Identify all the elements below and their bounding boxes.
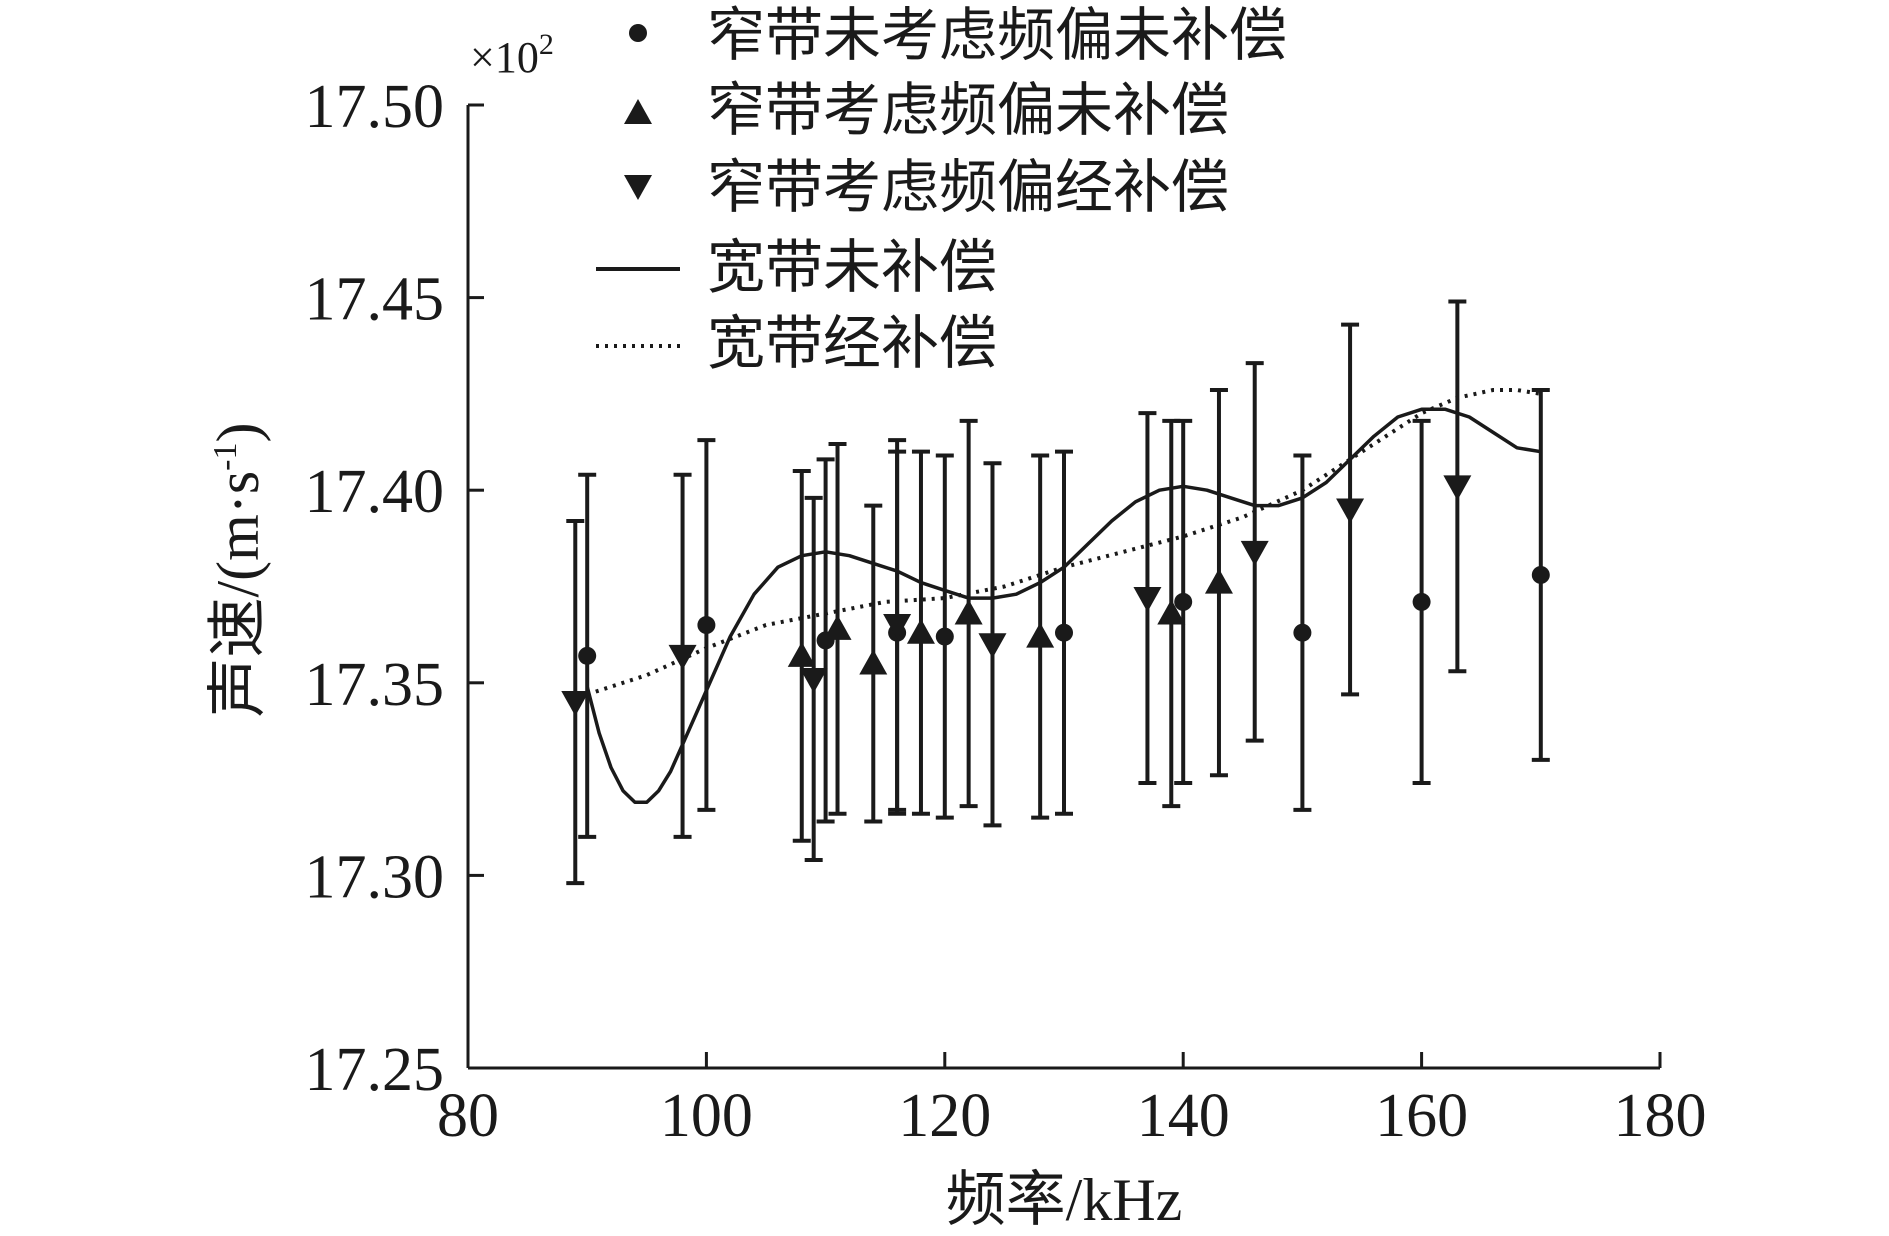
point-triangle-down xyxy=(668,644,697,670)
y-tick-label: 17.25 xyxy=(305,1036,445,1104)
point-circle xyxy=(1531,565,1550,584)
x-tick-label: 120 xyxy=(898,1082,991,1150)
y-tick-label: 17.50 xyxy=(305,73,445,141)
point-triangle-up xyxy=(859,649,888,675)
x-tick-label: 80 xyxy=(437,1082,499,1150)
y-axis-title-end: ) xyxy=(205,423,271,443)
y-ticks: 17.25 17.30 17.35 17.40 17.45 17.50 xyxy=(305,73,484,1104)
point-triangle-up xyxy=(1157,599,1186,625)
x-tick-label: 160 xyxy=(1375,1082,1468,1150)
y-tick-label: 17.30 xyxy=(305,843,445,911)
legend-label-2: 窄带考虑频偏经补偿 xyxy=(707,155,1229,220)
axes xyxy=(466,105,1660,1070)
y-multiplier-base: ×10 xyxy=(470,33,539,82)
data-points xyxy=(561,299,1550,886)
x-tick-label: 100 xyxy=(660,1082,753,1150)
point-circle xyxy=(935,627,954,646)
y-axis-title: 声速/(m·s-1) xyxy=(205,423,271,718)
y-axis-title-sup: -1 xyxy=(207,443,244,471)
legend-label-3: 宽带未补偿 xyxy=(707,235,997,300)
point-triangle-down xyxy=(1240,540,1269,566)
x-tick-label: 140 xyxy=(1137,1082,1230,1150)
point-triangle-down xyxy=(561,691,590,717)
point-triangle-down xyxy=(978,633,1007,659)
legend-marker-triangle-up xyxy=(624,99,652,124)
legend-label-0: 窄带未考虑频偏未补偿 xyxy=(707,3,1287,68)
point-triangle-down xyxy=(1336,498,1365,524)
solid-series-line xyxy=(585,407,1542,804)
x-tick-label: 180 xyxy=(1614,1082,1707,1150)
point-circle xyxy=(1055,623,1073,642)
y-tick-label: 17.40 xyxy=(305,458,445,526)
point-triangle-up xyxy=(906,618,935,644)
point-triangle-down xyxy=(1133,587,1162,613)
point-triangle-up xyxy=(954,599,983,625)
point-circle xyxy=(578,646,597,665)
y-multiplier-exponent: 2 xyxy=(539,28,554,61)
y-tick-label: 17.35 xyxy=(305,651,445,719)
legend-marker-triangle-down xyxy=(624,175,652,200)
y-multiplier: ×102 xyxy=(470,28,554,82)
point-triangle-up xyxy=(1026,622,1055,648)
point-triangle-down xyxy=(799,667,828,693)
point-triangle-up xyxy=(1204,568,1233,594)
legend-marker-circle xyxy=(629,24,647,42)
point-triangle-up xyxy=(787,641,816,667)
y-tick-label: 17.45 xyxy=(305,266,445,334)
point-triangle-down xyxy=(883,614,912,640)
point-circle xyxy=(1412,592,1431,611)
point-triangle-down xyxy=(1443,475,1472,501)
x-ticks: 80 100 120 140 160 180 xyxy=(437,1052,1707,1150)
point-triangle-up xyxy=(823,614,852,640)
point-circle xyxy=(1174,592,1193,611)
legend: 窄带未考虑频偏未补偿 窄带考虑频偏未补偿 窄带考虑频偏经补偿 宽带未补偿 宽带经… xyxy=(596,3,1287,376)
point-circle xyxy=(1293,623,1312,642)
legend-label-1: 窄带考虑频偏未补偿 xyxy=(707,78,1229,143)
x-axis-title: 频率/kHz xyxy=(946,1167,1183,1233)
point-circle xyxy=(697,616,716,635)
y-axis-title-main: 声速/(m·s xyxy=(205,471,271,718)
legend-label-4: 宽带经补偿 xyxy=(707,311,997,376)
